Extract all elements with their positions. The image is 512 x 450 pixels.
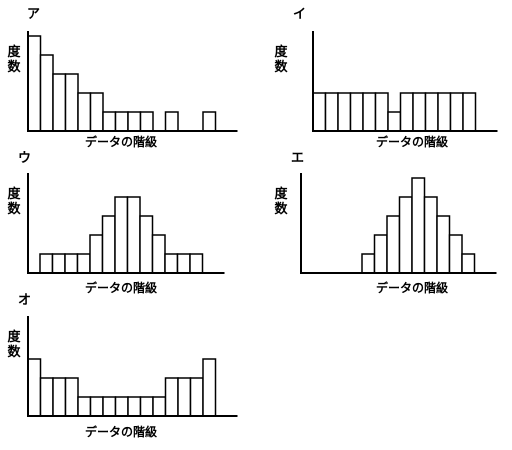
histogram-bar xyxy=(437,92,452,132)
histogram-bar xyxy=(114,396,129,417)
panel-i: イ 度数 データの階級 xyxy=(274,7,498,149)
histogram-bar xyxy=(436,215,451,274)
histogram-bar xyxy=(126,196,141,274)
panel-label: イ xyxy=(293,7,306,22)
histogram-bar xyxy=(399,92,414,132)
histogram-bar xyxy=(337,92,352,132)
bars xyxy=(312,92,477,132)
panel-label: エ xyxy=(291,151,304,166)
y-axis-label: 度数 xyxy=(7,186,21,217)
x-axis-label: データの階級 xyxy=(85,134,157,149)
histogram-bar xyxy=(39,54,54,132)
histogram-bar xyxy=(64,377,79,417)
histogram-bar xyxy=(89,234,104,274)
histogram-bar xyxy=(176,253,191,274)
y-axis-label: 度数 xyxy=(274,44,288,75)
histogram-bar xyxy=(52,73,67,132)
axis-lines xyxy=(300,173,497,274)
histogram-bar xyxy=(412,92,427,132)
histogram-bar xyxy=(139,396,154,417)
histogram-bar xyxy=(51,253,66,274)
histogram-bar xyxy=(373,234,388,274)
y-axis-label: 度数 xyxy=(7,44,21,75)
y-axis-label: 度数 xyxy=(7,329,21,360)
histogram-bar xyxy=(139,215,154,274)
panel-o: オ 度数 データの階級 xyxy=(7,293,238,439)
histogram-bar xyxy=(102,396,117,417)
histogram-bar xyxy=(27,358,42,417)
histogram-bar xyxy=(164,111,179,132)
axis-lines xyxy=(312,31,498,132)
x-axis-label: データの階級 xyxy=(85,280,157,295)
histogram-bar xyxy=(361,253,376,274)
histogram-bar xyxy=(114,196,129,274)
histogram-bar xyxy=(89,92,104,132)
histogram-bar xyxy=(77,396,92,417)
axis-lines xyxy=(27,31,238,132)
histogram-bar xyxy=(462,92,477,132)
histogram-bar xyxy=(76,253,91,274)
histogram-bar xyxy=(39,253,54,274)
histogram-bar xyxy=(52,377,67,417)
bars xyxy=(361,177,476,274)
y-axis-label: 度数 xyxy=(274,186,288,217)
panel-label: ウ xyxy=(18,151,31,166)
histogram-bar xyxy=(362,92,377,132)
histogram-bar xyxy=(189,253,204,274)
histogram-bar xyxy=(101,215,116,274)
histogram-bar xyxy=(423,196,438,274)
panel-a: ア 度数 データの階級 xyxy=(7,7,238,149)
histogram-bar xyxy=(151,234,166,274)
x-axis-label: データの階級 xyxy=(85,424,157,439)
histogram-bar xyxy=(189,377,204,417)
axis-lines xyxy=(27,173,225,274)
histogram-bar xyxy=(374,92,389,132)
histogram-bar xyxy=(177,377,192,417)
panel-e: エ 度数 データの階級 xyxy=(274,151,497,295)
histogram-bar xyxy=(114,111,129,132)
histogram-bar xyxy=(89,396,104,417)
panel-label: オ xyxy=(18,293,31,308)
histogram-bar xyxy=(127,111,142,132)
histogram-bar xyxy=(164,377,179,417)
histogram-bar xyxy=(424,92,439,132)
histogram-bar xyxy=(39,377,54,417)
histogram-bar xyxy=(386,215,401,274)
histogram-bar xyxy=(27,35,42,132)
histogram-bar xyxy=(139,111,154,132)
histogram-bar xyxy=(398,196,413,274)
histogram-bar xyxy=(312,92,327,132)
histogram-bar xyxy=(448,234,463,274)
x-axis-label: データの階級 xyxy=(376,280,448,295)
histogram-bar xyxy=(411,177,426,274)
histogram-bar xyxy=(449,92,464,132)
histogram-bar xyxy=(164,253,179,274)
axis-lines xyxy=(27,316,238,417)
histogram-bar xyxy=(152,396,167,417)
histogram-bar xyxy=(127,396,142,417)
histogram-bar xyxy=(349,92,364,132)
histogram-bar xyxy=(64,253,79,274)
histogram-bar xyxy=(202,358,217,417)
bars xyxy=(39,196,204,274)
histogram-bar xyxy=(461,253,476,274)
bars xyxy=(27,35,217,132)
histogram-bar xyxy=(64,73,79,132)
histogram-bar xyxy=(202,111,217,132)
histogram-bar xyxy=(387,111,402,132)
bars xyxy=(27,358,217,417)
panel-u: ウ 度数 データの階級 xyxy=(7,151,225,295)
panel-label: ア xyxy=(27,7,40,22)
histogram-bar xyxy=(77,92,92,132)
x-axis-label: データの階級 xyxy=(376,134,448,149)
histogram-bar xyxy=(102,111,117,132)
histogram-bar xyxy=(324,92,339,132)
